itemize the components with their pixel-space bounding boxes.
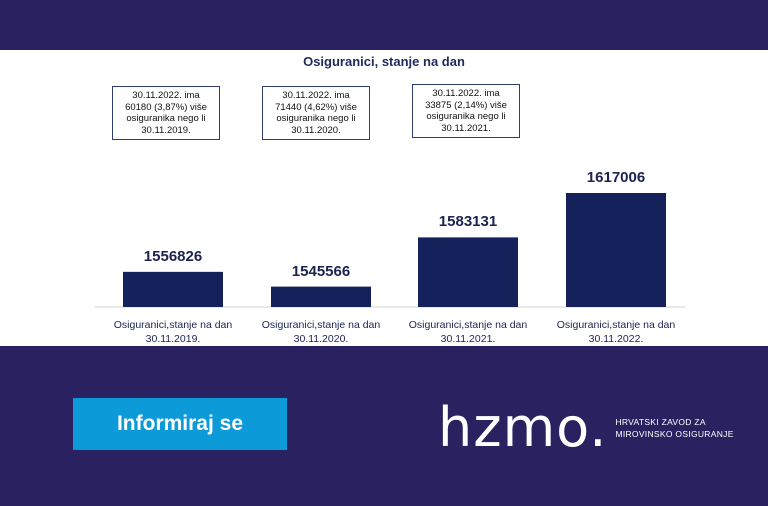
annotation-2021: 30.11.2022. ima 33875 (2,14%) više osigu… bbox=[412, 84, 520, 138]
category-label-2020: Osiguranici,stanje na dan 30.11.2020. bbox=[261, 319, 381, 345]
category-label-2022: Osiguranici,stanje na dan 30.11.2022. bbox=[556, 319, 676, 345]
chart-title: Osiguranici, stanje na dan bbox=[303, 54, 465, 69]
bar-1 bbox=[271, 286, 371, 307]
hzmo-logo[interactable]: hzmo. HRVATSKI ZAVOD ZA MIROVINSKO OSIGU… bbox=[438, 398, 734, 458]
value-label-2021: 1583131 bbox=[438, 213, 498, 231]
value-label-2020: 1545566 bbox=[291, 262, 351, 280]
annotation-2019: 30.11.2022. ima 60180 (3,87%) više osigu… bbox=[112, 86, 220, 140]
bar-2 bbox=[418, 237, 518, 307]
category-label-2019: Osiguranici,stanje na dan 30.11.2019. bbox=[113, 319, 233, 345]
value-label-2022: 1617006 bbox=[586, 169, 646, 186]
logo-tagline-line1: HRVATSKI ZAVOD ZA bbox=[615, 417, 706, 427]
informiraj-se-button[interactable]: Informiraj se bbox=[73, 398, 287, 450]
logo-tagline-line2: MIROVINSKO OSIGURANJE bbox=[615, 429, 734, 439]
bar-3 bbox=[566, 193, 666, 307]
logo-tagline: HRVATSKI ZAVOD ZA MIROVINSKO OSIGURANJE bbox=[615, 416, 733, 440]
bar-0 bbox=[123, 271, 223, 307]
top-band bbox=[0, 0, 768, 50]
value-label-2019: 1556826 bbox=[143, 247, 203, 265]
category-label-2021: Osiguranici,stanje na dan 30.11.2021. bbox=[408, 319, 528, 345]
chart-panel: Osiguranici, stanje na dan 30.11.2022. i… bbox=[0, 50, 768, 346]
bar-chart bbox=[95, 193, 685, 308]
annotation-2020: 30.11.2022. ima 71440 (4,62%) više osigu… bbox=[262, 86, 370, 140]
logo-wordmark: hzmo. bbox=[438, 396, 608, 459]
